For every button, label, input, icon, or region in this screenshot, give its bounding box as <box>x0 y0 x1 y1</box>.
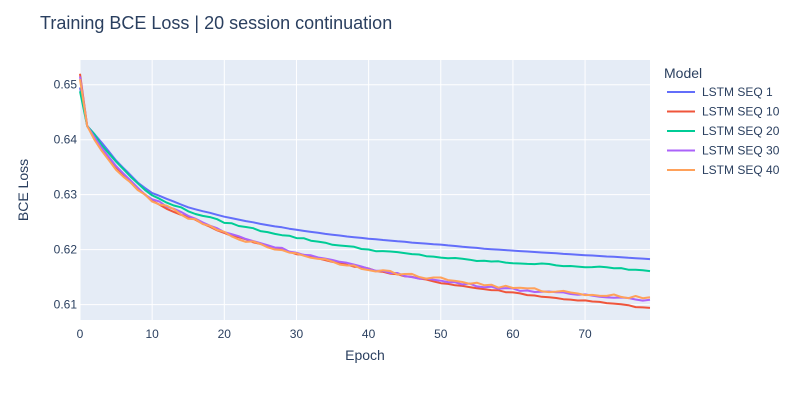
legend-item[interactable]: LSTM SEQ 10 <box>667 105 780 119</box>
y-tick-label: 0.62 <box>54 243 78 257</box>
legend-item[interactable]: LSTM SEQ 30 <box>667 144 780 158</box>
legend-label: LSTM SEQ 40 <box>702 163 780 177</box>
x-tick-label: 40 <box>362 327 376 341</box>
y-tick-label: 0.63 <box>54 188 78 202</box>
legend-item[interactable]: LSTM SEQ 20 <box>667 124 780 138</box>
x-axis-title: Epoch <box>345 347 385 363</box>
legend-label: LSTM SEQ 10 <box>702 105 780 119</box>
chart-title: Training BCE Loss | 20 session continuat… <box>40 13 392 33</box>
x-tick-label: 0 <box>77 327 84 341</box>
y-axis-title: BCE Loss <box>15 159 31 221</box>
legend-item[interactable]: LSTM SEQ 40 <box>667 163 780 177</box>
x-tick-label: 70 <box>578 327 592 341</box>
y-tick-label: 0.64 <box>54 133 78 147</box>
series-lines <box>79 73 651 309</box>
x-tick-label: 20 <box>218 327 232 341</box>
legend-title: Model <box>664 65 702 81</box>
series-line <box>79 79 651 300</box>
tick-labels: 0 10 20 30 40 50 60 70 0.61 0.62 0.63 0.64 0.65 <box>54 78 592 341</box>
x-tick-label: 50 <box>434 327 448 341</box>
x-tick-label: 60 <box>506 327 520 341</box>
legend-label: LSTM SEQ 1 <box>702 85 773 99</box>
legend-item[interactable]: LSTM SEQ 1 <box>667 85 773 99</box>
x-tick-label: 30 <box>290 327 304 341</box>
x-tick-label: 10 <box>145 327 159 341</box>
y-tick-label: 0.65 <box>54 78 78 92</box>
series-line <box>79 91 651 273</box>
gridlines <box>79 60 650 320</box>
plot-area <box>80 60 650 320</box>
legend-label: LSTM SEQ 20 <box>702 124 780 138</box>
legend[interactable]: Model LSTM SEQ 1 LSTM SEQ 10 LSTM SEQ 20 LS… <box>664 65 780 177</box>
legend-label: LSTM SEQ 30 <box>702 144 780 158</box>
series-line <box>79 87 651 261</box>
y-tick-label: 0.61 <box>54 298 78 312</box>
